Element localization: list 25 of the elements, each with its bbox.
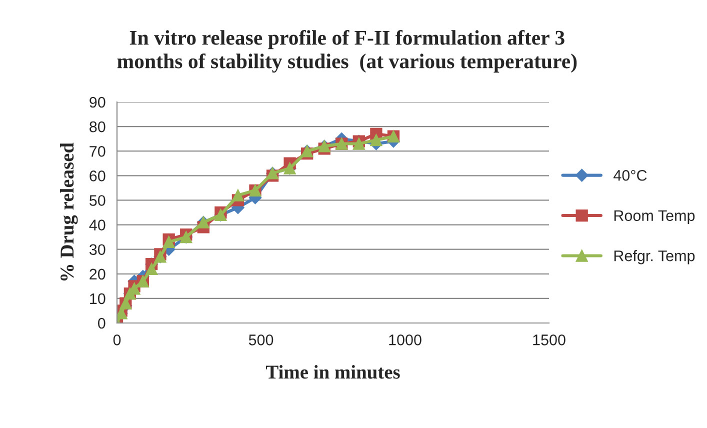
legend-label: 40°C [614,170,647,181]
chart-title: In vitro release profile of F-II formulation after 3 months of stability studies (at various temperature) [117,30,577,73]
y-tick-label: 10 [90,293,106,304]
x-tick-label: 1500 [533,334,566,346]
y-tick-label: 70 [90,146,106,157]
y-axis-title: % Drug released [60,142,78,281]
y-tick-label: 20 [90,268,106,280]
x-tick-label: 500 [248,334,274,346]
point [232,189,244,202]
x-tick-label: 0 [113,334,121,346]
y-tick-label: 90 [90,96,106,108]
legend-label: Room Temp [614,210,695,224]
point [352,138,365,150]
y-tick-label: 80 [90,121,106,132]
y-tick-label: 40 [89,220,106,230]
y-tick-label: 30 [89,244,106,256]
y-tick-label: 0 [98,318,106,329]
point [145,262,158,276]
legend-label: Refgr. Temp [614,250,695,264]
x-axis-title: Time in minutes [266,365,400,379]
x-tick-label: 1000 [389,334,422,346]
y-tick-label: 50 [90,195,106,206]
point [162,236,175,248]
point [370,134,382,146]
y-tick-label: 60 [90,170,106,182]
